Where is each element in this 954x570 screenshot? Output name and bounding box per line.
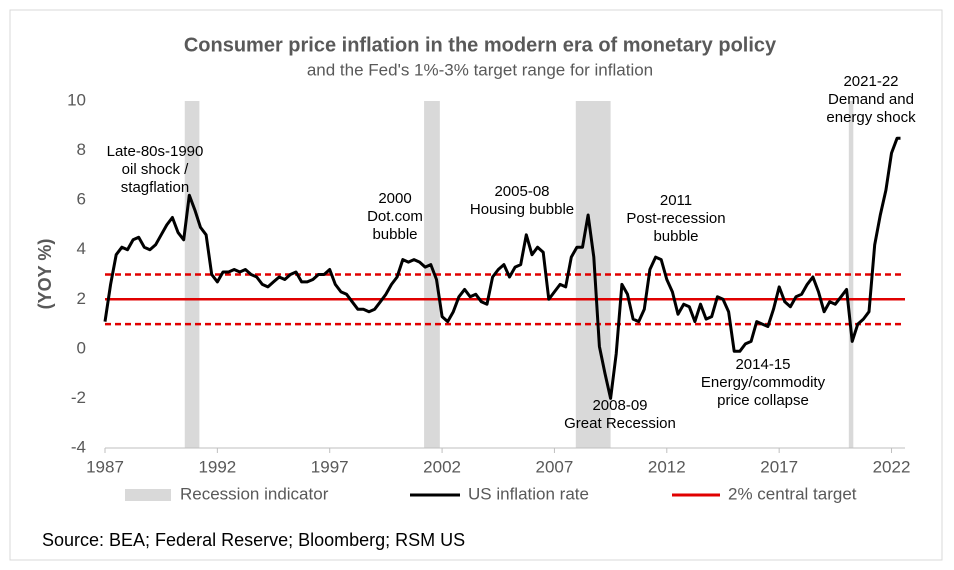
frame	[9, 9, 943, 561]
legend-label: Recession indicator	[180, 484, 329, 503]
annotation: 2000	[378, 190, 411, 207]
x-tick-label: 1987	[86, 457, 124, 476]
annotation: Demand and	[828, 91, 914, 108]
y-tick-label: 10	[67, 90, 86, 109]
annotation: energy shock	[826, 109, 916, 126]
recession-band	[184, 101, 200, 448]
y-tick-label: 8	[77, 140, 86, 159]
legend-swatch	[125, 489, 171, 501]
x-tick-label: 2007	[536, 457, 574, 476]
annotation: Dot.com	[367, 208, 423, 225]
x-tick-label: 2022	[873, 457, 911, 476]
y-axis-label: (YOY %)	[35, 239, 55, 310]
source: Source: BEA; Federal Reserve; Bloomberg;…	[42, 530, 465, 550]
annotation: Post-recession	[626, 210, 725, 227]
annotation: oil shock /	[122, 161, 190, 178]
annotation: Housing bubble	[470, 201, 574, 218]
legend-label: US inflation rate	[468, 484, 589, 503]
x-tick-label: 2002	[423, 457, 461, 476]
annotation: 2008-09	[592, 397, 647, 414]
legend-label: 2% central target	[728, 484, 857, 503]
annotation: stagflation	[121, 179, 189, 196]
y-tick-label: -4	[71, 437, 86, 456]
annotation: 2021-22	[843, 73, 898, 90]
annotation: price collapse	[717, 392, 809, 409]
x-tick-label: 2012	[648, 457, 686, 476]
y-tick-label: 4	[77, 239, 86, 258]
y-tick-label: -2	[71, 388, 86, 407]
inflation-line	[103, 136, 901, 400]
x-tick-label: 1992	[198, 457, 236, 476]
x-tick-label: 2017	[760, 457, 798, 476]
annotation: Energy/commodity	[701, 374, 826, 391]
y-tick-label: 2	[77, 289, 86, 308]
annotation: bubble	[653, 228, 698, 245]
recession-band	[424, 101, 440, 448]
y-tick-label: 6	[77, 190, 86, 209]
annotation: 2011	[660, 192, 692, 209]
recession-band	[575, 101, 611, 448]
annotation: bubble	[372, 226, 417, 243]
recession-band	[848, 101, 854, 448]
y-tick-label: 0	[77, 338, 86, 357]
annotation: Great Recession	[564, 415, 676, 432]
chart-title: Consumer price inflation in the modern e…	[184, 34, 777, 56]
annotation: 2005-08	[494, 183, 549, 200]
x-tick-label: 1997	[311, 457, 349, 476]
annotation: Late-80s-1990	[107, 143, 204, 160]
annotation: 2014-15	[735, 356, 790, 373]
chart-subtitle: and the Fed's 1%-3% target range for inf…	[307, 60, 653, 79]
